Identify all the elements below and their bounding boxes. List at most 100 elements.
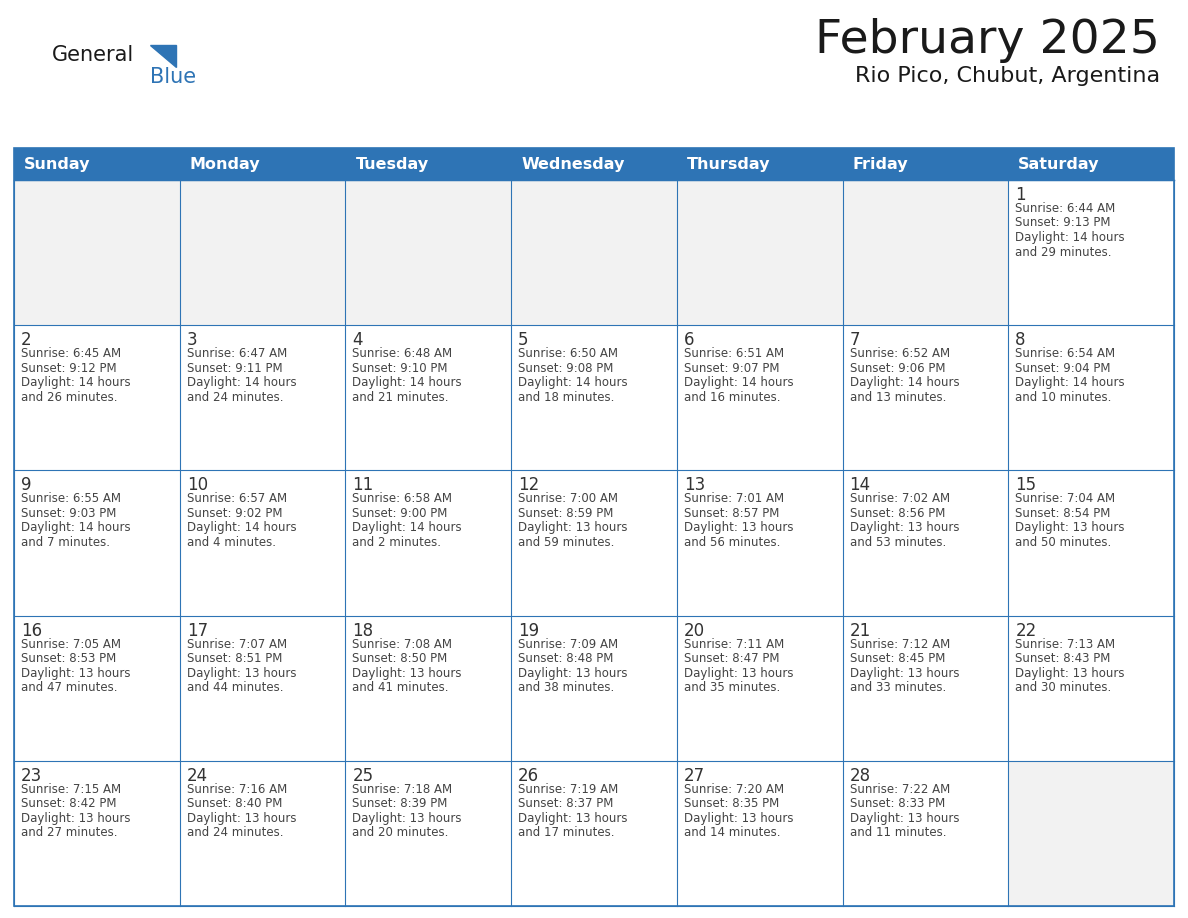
Bar	[677, 616, 842, 761]
Bar	[179, 470, 346, 616]
Text: 13: 13	[684, 476, 706, 495]
Text: 18: 18	[353, 621, 373, 640]
Text: Sunset: 9:08 PM: Sunset: 9:08 PM	[518, 362, 613, 375]
Text: 15: 15	[1016, 476, 1036, 495]
Bar	[1009, 180, 1174, 325]
Text: Tuesday: Tuesday	[355, 156, 429, 172]
Text: Daylight: 14 hours: Daylight: 14 hours	[353, 376, 462, 389]
Text: Sunrise: 6:55 AM: Sunrise: 6:55 AM	[21, 492, 121, 506]
Text: 8: 8	[1016, 331, 1025, 349]
Text: and 59 minutes.: and 59 minutes.	[518, 536, 614, 549]
Text: Sunrise: 7:09 AM: Sunrise: 7:09 AM	[518, 638, 618, 651]
Text: 22: 22	[1016, 621, 1037, 640]
Text: Sunset: 9:12 PM: Sunset: 9:12 PM	[21, 362, 116, 375]
Bar	[346, 616, 511, 761]
Text: Daylight: 14 hours: Daylight: 14 hours	[518, 376, 627, 389]
Text: Rio Pico, Chubut, Argentina: Rio Pico, Chubut, Argentina	[855, 65, 1159, 85]
Text: Daylight: 13 hours: Daylight: 13 hours	[684, 812, 794, 824]
Text: 5: 5	[518, 331, 529, 349]
Text: Daylight: 13 hours: Daylight: 13 hours	[1016, 666, 1125, 679]
Text: and 13 minutes.: and 13 minutes.	[849, 391, 946, 404]
Text: Sunrise: 7:19 AM: Sunrise: 7:19 AM	[518, 783, 619, 796]
Text: Daylight: 14 hours: Daylight: 14 hours	[1016, 231, 1125, 244]
Text: Daylight: 13 hours: Daylight: 13 hours	[21, 666, 131, 679]
Text: and 26 minutes.: and 26 minutes.	[21, 391, 118, 404]
Text: Sunrise: 6:57 AM: Sunrise: 6:57 AM	[187, 492, 286, 506]
Text: Sunrise: 7:05 AM: Sunrise: 7:05 AM	[21, 638, 121, 651]
Text: Sunrise: 7:07 AM: Sunrise: 7:07 AM	[187, 638, 286, 651]
Text: Sunset: 9:10 PM: Sunset: 9:10 PM	[353, 362, 448, 375]
Text: Sunset: 9:13 PM: Sunset: 9:13 PM	[1016, 217, 1111, 230]
Text: Sunset: 9:11 PM: Sunset: 9:11 PM	[187, 362, 283, 375]
Bar	[14, 148, 1174, 906]
Text: Sunrise: 7:13 AM: Sunrise: 7:13 AM	[1016, 638, 1116, 651]
Text: and 27 minutes.: and 27 minutes.	[21, 826, 118, 839]
Text: Sunset: 8:53 PM: Sunset: 8:53 PM	[21, 652, 116, 666]
Bar	[179, 616, 346, 761]
Text: Sunrise: 7:18 AM: Sunrise: 7:18 AM	[353, 783, 453, 796]
Text: Daylight: 13 hours: Daylight: 13 hours	[187, 666, 296, 679]
Text: and 30 minutes.: and 30 minutes.	[1016, 681, 1112, 694]
Text: Sunrise: 6:54 AM: Sunrise: 6:54 AM	[1016, 347, 1116, 360]
Bar	[842, 761, 1009, 906]
Text: Sunrise: 7:11 AM: Sunrise: 7:11 AM	[684, 638, 784, 651]
Text: and 29 minutes.: and 29 minutes.	[1016, 245, 1112, 259]
Text: and 20 minutes.: and 20 minutes.	[353, 826, 449, 839]
Text: Daylight: 14 hours: Daylight: 14 hours	[684, 376, 794, 389]
Text: and 4 minutes.: and 4 minutes.	[187, 536, 276, 549]
Text: Friday: Friday	[853, 156, 908, 172]
Bar	[677, 180, 842, 325]
Text: 23: 23	[21, 767, 43, 785]
Text: and 14 minutes.: and 14 minutes.	[684, 826, 781, 839]
Text: 1: 1	[1016, 186, 1026, 204]
Text: Sunset: 9:04 PM: Sunset: 9:04 PM	[1016, 362, 1111, 375]
Bar	[677, 761, 842, 906]
Text: Sunrise: 7:04 AM: Sunrise: 7:04 AM	[1016, 492, 1116, 506]
Text: Sunset: 9:03 PM: Sunset: 9:03 PM	[21, 507, 116, 520]
Bar	[677, 470, 842, 616]
Text: Sunset: 8:37 PM: Sunset: 8:37 PM	[518, 798, 613, 811]
Text: Sunrise: 6:45 AM: Sunrise: 6:45 AM	[21, 347, 121, 360]
Text: Sunset: 9:06 PM: Sunset: 9:06 PM	[849, 362, 946, 375]
Bar	[346, 180, 511, 325]
Text: 9: 9	[21, 476, 32, 495]
Text: and 24 minutes.: and 24 minutes.	[187, 826, 283, 839]
Text: and 18 minutes.: and 18 minutes.	[518, 391, 614, 404]
Bar	[14, 470, 179, 616]
Text: 10: 10	[187, 476, 208, 495]
Text: 16: 16	[21, 621, 42, 640]
Text: Daylight: 13 hours: Daylight: 13 hours	[684, 521, 794, 534]
Text: Sunday: Sunday	[24, 156, 90, 172]
Bar	[511, 180, 677, 325]
Text: Sunrise: 7:16 AM: Sunrise: 7:16 AM	[187, 783, 287, 796]
Bar	[14, 616, 179, 761]
Text: Daylight: 14 hours: Daylight: 14 hours	[353, 521, 462, 534]
Text: Sunrise: 7:22 AM: Sunrise: 7:22 AM	[849, 783, 950, 796]
Text: Thursday: Thursday	[687, 156, 770, 172]
Text: and 21 minutes.: and 21 minutes.	[353, 391, 449, 404]
Text: Sunrise: 7:01 AM: Sunrise: 7:01 AM	[684, 492, 784, 506]
Text: 20: 20	[684, 621, 704, 640]
Text: Sunset: 8:40 PM: Sunset: 8:40 PM	[187, 798, 282, 811]
Text: Sunset: 8:45 PM: Sunset: 8:45 PM	[849, 652, 944, 666]
Bar	[842, 470, 1009, 616]
Bar	[346, 325, 511, 470]
Bar	[1009, 470, 1174, 616]
Text: Daylight: 14 hours: Daylight: 14 hours	[21, 521, 131, 534]
Text: Sunrise: 6:50 AM: Sunrise: 6:50 AM	[518, 347, 618, 360]
Text: Sunset: 8:54 PM: Sunset: 8:54 PM	[1016, 507, 1111, 520]
Text: and 35 minutes.: and 35 minutes.	[684, 681, 781, 694]
Text: 17: 17	[187, 621, 208, 640]
Bar	[677, 325, 842, 470]
Text: Sunset: 8:47 PM: Sunset: 8:47 PM	[684, 652, 779, 666]
Text: 7: 7	[849, 331, 860, 349]
Text: and 11 minutes.: and 11 minutes.	[849, 826, 946, 839]
Text: Daylight: 13 hours: Daylight: 13 hours	[518, 521, 627, 534]
Text: 21: 21	[849, 621, 871, 640]
Text: and 16 minutes.: and 16 minutes.	[684, 391, 781, 404]
Bar	[14, 761, 179, 906]
Text: Monday: Monday	[190, 156, 260, 172]
Bar	[179, 325, 346, 470]
Text: Daylight: 13 hours: Daylight: 13 hours	[518, 812, 627, 824]
Text: Sunset: 8:56 PM: Sunset: 8:56 PM	[849, 507, 944, 520]
